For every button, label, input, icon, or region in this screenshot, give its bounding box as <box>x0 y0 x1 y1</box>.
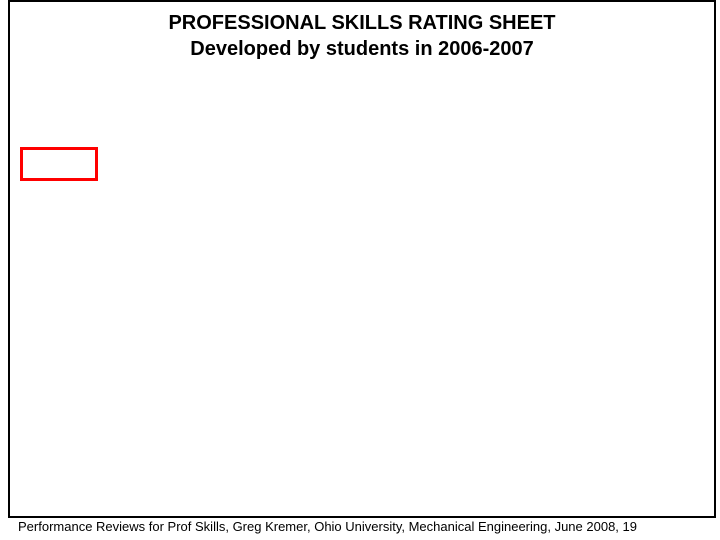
page-number: 19 <box>623 519 637 534</box>
page-title: PROFESSIONAL SKILLS RATING SHEET <box>10 10 714 36</box>
page-subtitle: Developed by students in 2006-2007 <box>10 36 714 62</box>
footer-text: Performance Reviews for Prof Skills, Gre… <box>18 519 623 534</box>
footer: Performance Reviews for Prof Skills, Gre… <box>18 519 710 534</box>
slide-frame: PROFESSIONAL SKILLS RATING SHEET Develop… <box>8 0 716 518</box>
header-area: PROFESSIONAL SKILLS RATING SHEET Develop… <box>10 10 714 62</box>
highlight-box <box>20 147 98 181</box>
